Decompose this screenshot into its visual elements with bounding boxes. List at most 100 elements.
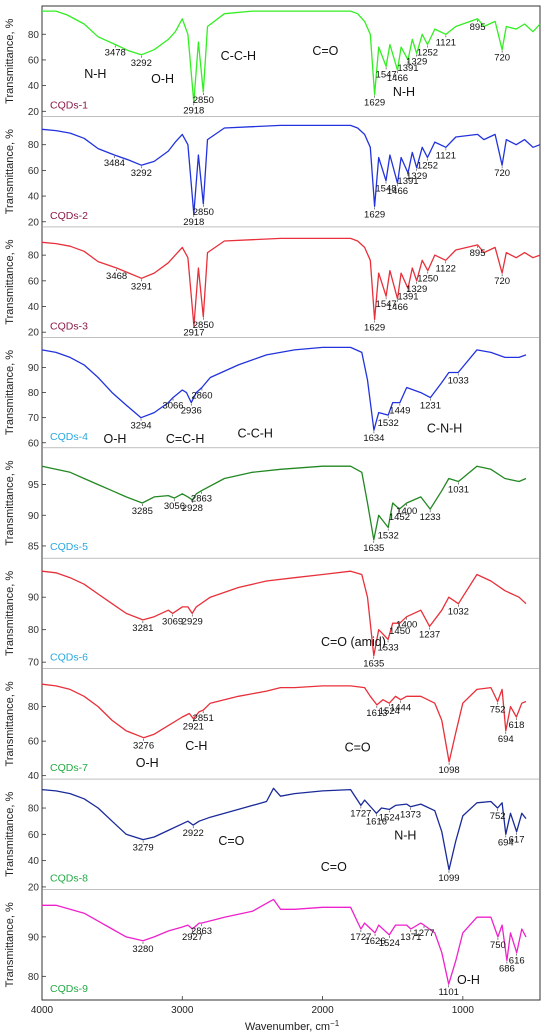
peak-label: 2917 [183, 327, 204, 338]
panel-cqds-5: 85 90 95 Transmittance, % CQDs-5 3285 30562928… [4, 447, 540, 554]
peak-label: 1231 [420, 401, 441, 412]
group-label: C-C-H [238, 427, 273, 441]
y-tick-label: 40 [28, 192, 40, 203]
panel-cqds-4: 60 70 80 90 Transmittance, % CQDs-4 3294 306629… [4, 337, 540, 449]
group-label: O-H [457, 973, 480, 987]
peak-label: 1547 [376, 299, 397, 310]
spectrum-line [41, 346, 527, 431]
peak-label: 720 [494, 168, 510, 179]
peak-label: 1121 [436, 150, 456, 161]
spectrum-line [41, 787, 527, 871]
sample-label: CQDs-8 [50, 873, 88, 885]
peak-label: 1626 [364, 936, 385, 947]
y-axis-title: Transmittance, % [4, 239, 16, 324]
y-tick-label: 60 [28, 55, 40, 66]
y-tick-label: 60 [28, 438, 40, 449]
peak-label: 2922 [183, 828, 204, 839]
y-tick-label: 20 [28, 328, 40, 339]
y-tick-label: 80 [28, 702, 40, 713]
peak-label: 1098 [439, 765, 460, 776]
peak-label: 1533 [378, 642, 399, 653]
peak-label: 1524 [379, 706, 400, 717]
group-label: C=O [218, 834, 244, 848]
peak-label: 2918 [183, 105, 204, 116]
y-tick-label: 80 [28, 30, 40, 41]
peak-label: 2927 [182, 932, 203, 943]
peak-label: 3281 [132, 623, 153, 634]
peak-label: 1524 [379, 812, 400, 823]
peak-label: 1629 [364, 98, 385, 109]
peak-label: 752 [490, 811, 506, 822]
panel-cqds-6: 70 80 90 Transmittance, % CQDs-6 3281 30692929… [4, 557, 540, 670]
peak-label: 750 [490, 940, 506, 951]
peak-label: 1032 [448, 607, 469, 618]
peak-label: 617 [509, 835, 525, 846]
peak-label: 1252 [417, 161, 438, 172]
spectrum-line [41, 683, 527, 763]
peak-label: 1444 [390, 703, 411, 714]
peak-label: 2851 [193, 713, 214, 724]
peak-label: 3279 [133, 843, 154, 854]
peak-label: 2918 [183, 217, 204, 228]
x-axis: 4000 3000 2000 1000 [31, 996, 474, 1016]
sample-label: CQDs-5 [50, 541, 88, 553]
peak-label: 1452 [389, 512, 410, 523]
peak-label: 1616 [366, 816, 387, 827]
y-tick-label: 80 [28, 388, 40, 399]
peak-label: 2863 [191, 494, 212, 505]
sample-label: CQDs-2 [50, 210, 88, 222]
peak-label: 1250 [417, 274, 438, 285]
group-label: C-N-H [427, 422, 462, 436]
sample-label: CQDs-4 [50, 431, 88, 443]
peak-label: 3291 [131, 281, 152, 292]
panel-cqds-1: 20 40 60 80 Transmittance, % CQDs-1 3478 3292 29… [4, 10, 541, 118]
y-axis-title: Transmittance, % [4, 681, 16, 766]
peak-label: 3069 [162, 616, 183, 627]
peak-label: 1629 [364, 209, 385, 220]
peak-label: 1629 [364, 322, 385, 333]
peak-label: 1237 [419, 629, 440, 640]
peak-label: 1727 [350, 808, 371, 819]
spectrum-line [41, 237, 541, 327]
peak-label: 618 [509, 720, 525, 731]
peak-label: 752 [490, 704, 506, 715]
y-tick-label: 90 [28, 511, 40, 522]
group-label: C=O [321, 860, 347, 874]
peak-label: 1635 [363, 659, 384, 670]
y-tick-label: 80 [28, 972, 40, 983]
x-tick-label: 3000 [171, 1005, 194, 1016]
y-tick-label: 20 [28, 882, 40, 893]
peak-label: 2860 [191, 391, 212, 402]
spectrum-line [41, 570, 527, 657]
group-label: C=O [345, 741, 371, 755]
peak-label: 3056 [164, 501, 185, 512]
group-label: C=O (amid) [321, 635, 386, 649]
spectrum-line [42, 10, 541, 103]
peak-label: 1635 [363, 543, 384, 554]
peak-label: 1400 [396, 506, 417, 517]
peak-label: 1329 [406, 284, 427, 295]
y-tick-label: 40 [28, 81, 40, 92]
x-tick-label: 4000 [31, 1005, 54, 1016]
y-axis-title: Transmittance, % [4, 792, 16, 877]
panel-cqds-2: 20 40 60 80 Transmittance, % CQDs-2 3484 3292 29… [4, 116, 541, 228]
peak-label: 616 [509, 956, 525, 967]
peak-label: 895 [470, 22, 486, 33]
y-axis-title: Transmittance, % [4, 350, 16, 435]
group-label: O-H [103, 432, 126, 446]
group-label: N-H [84, 67, 106, 81]
y-tick-label: 95 [28, 480, 40, 491]
sample-label: CQDs-3 [50, 320, 88, 332]
peak-label: 3468 [106, 271, 127, 282]
peak-label: 2863 [191, 926, 212, 937]
x-axis-title: Wavenumber, cm−1 [245, 1019, 340, 1033]
plot-border [41, 5, 541, 1001]
y-tick-label: 80 [28, 625, 40, 636]
group-label: C=C-H [166, 432, 205, 446]
peak-label: 1371 [400, 932, 421, 943]
y-tick-label: 90 [28, 593, 40, 604]
panels-group: 20 40 60 80 Transmittance, % CQDs-1 3478 3292 29… [4, 10, 541, 998]
y-tick-label: 70 [28, 413, 40, 424]
y-axis-title: Transmittance, % [4, 129, 16, 214]
peak-label: 3066 [162, 401, 183, 412]
